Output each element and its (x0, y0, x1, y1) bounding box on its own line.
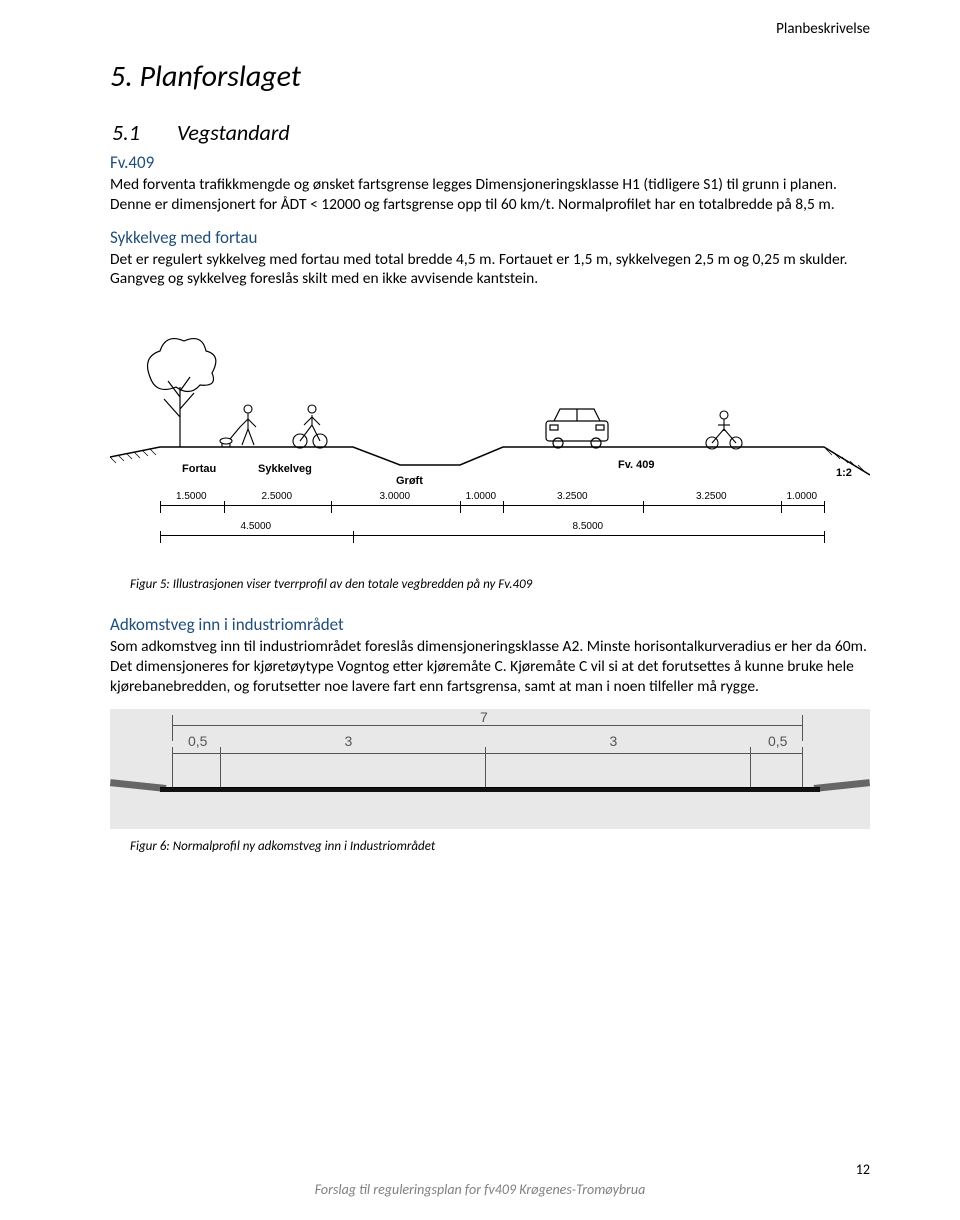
fig6-road-surface (160, 787, 820, 792)
dim-label: 0,5 (188, 733, 207, 749)
page-header-right: Planbeskrivelse (776, 20, 870, 38)
figure6-diagram: 7 0,5 3 3 0,5 (110, 709, 870, 829)
page-footer: Forslag til reguleringsplan for fv409 Kr… (0, 1181, 960, 1198)
dim-tick (643, 501, 644, 513)
subsection-number: 5.1 (112, 119, 172, 146)
dim-label: 1.0000 (787, 491, 818, 502)
dim-label: 3.2500 (557, 491, 588, 502)
dim-tick (503, 501, 504, 513)
label-sykkelveg: Sykkelveg (258, 463, 312, 475)
dim-tick (224, 501, 225, 513)
subsection-title: 5.1 Vegstandard (112, 119, 870, 146)
heading-fv409: Fv.409 (110, 152, 870, 173)
paragraph-sykkelveg: Det er regulert sykkelveg med fortau med… (110, 250, 870, 290)
heading-adkomstveg: Adkomstveg inn i industriområdet (110, 614, 870, 635)
fig6-dim-top-label: 7 (480, 709, 488, 725)
dim-label: 3.0000 (380, 491, 411, 502)
dim-line-bottom (160, 535, 824, 536)
page-number: 12 (856, 1161, 870, 1178)
dim-label: 0,5 (768, 733, 787, 749)
dim-label: 8.5000 (573, 521, 604, 532)
label-groft: Grøft (396, 475, 423, 487)
dim-tick (353, 531, 354, 543)
section-title: 5. Planforslaget (110, 58, 870, 95)
dim-label: 1.0000 (466, 491, 497, 502)
dim-tick (824, 531, 825, 543)
dim-tick (781, 501, 782, 513)
subsection-name: Vegstandard (177, 119, 290, 146)
dim-label: 3.2500 (696, 491, 727, 502)
dim-label: 3 (345, 733, 353, 749)
figure5-svg (110, 307, 870, 567)
fig6-slope-left (110, 779, 166, 792)
figure5-diagram: Fortau Sykkelveg Grøft Fv. 409 1:2 1.500… (110, 307, 870, 567)
dim-tick (802, 747, 803, 787)
dim-tick (460, 501, 461, 513)
dim-tick (160, 531, 161, 543)
figure6-caption: Figur 6: Normalprofil ny adkomstveg inn … (130, 839, 870, 854)
figure5-caption: Figur 5: Illustrasjonen viser tverrprofi… (130, 577, 870, 592)
dim-label: 4.5000 (241, 521, 272, 532)
dim-label: 3 (610, 733, 618, 749)
dim-tick (802, 715, 803, 741)
dim-tick (331, 501, 332, 513)
fig6-slope-right (814, 779, 870, 792)
dim-tick (172, 715, 173, 741)
paragraph-fv409: Med forventa trafikkmengde og ønsket far… (110, 175, 870, 215)
dim-label: 2.5000 (262, 491, 293, 502)
paragraph-adkomstveg: Som adkomstveg inn til industriområdet f… (110, 637, 870, 696)
fig6-dim-top-line (172, 725, 802, 726)
label-slope: 1:2 (836, 467, 852, 479)
dim-tick (824, 501, 825, 513)
label-fortau: Fortau (182, 463, 216, 475)
label-fv409: Fv. 409 (618, 459, 655, 471)
dim-line (172, 753, 802, 754)
heading-sykkelveg: Sykkelveg med fortau (110, 227, 870, 248)
dim-tick (160, 501, 161, 513)
dim-label: 1.5000 (176, 491, 207, 502)
dim-line-top (160, 505, 824, 506)
